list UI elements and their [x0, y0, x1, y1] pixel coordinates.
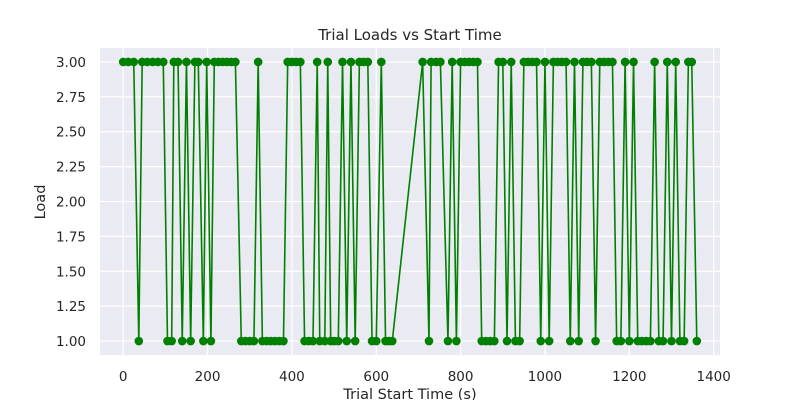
- data-point: [662, 57, 672, 67]
- data-point: [646, 336, 655, 346]
- data-point: [377, 57, 386, 67]
- data-point: [490, 336, 499, 346]
- x-tick-label: 0: [119, 369, 128, 385]
- data-point: [671, 57, 681, 67]
- y-tick-label: 1.25: [56, 299, 86, 315]
- data-point: [447, 57, 457, 67]
- data-point: [193, 57, 203, 67]
- series-layer: [118, 57, 702, 346]
- data-point: [616, 336, 626, 346]
- data-point: [134, 336, 144, 346]
- data-point: [561, 57, 571, 67]
- data-point: [333, 336, 343, 346]
- data-point: [320, 336, 330, 346]
- data-point: [177, 336, 187, 346]
- data-point: [346, 57, 356, 67]
- data-point: [167, 336, 177, 346]
- data-point: [591, 336, 600, 346]
- data-point: [502, 336, 512, 346]
- data-point: [231, 57, 240, 67]
- data-point: [650, 57, 659, 67]
- data-point: [692, 336, 702, 346]
- data-point: [515, 336, 524, 346]
- data-point: [506, 57, 516, 67]
- data-point: [158, 57, 168, 67]
- data-point: [199, 336, 208, 346]
- data-point: [363, 57, 373, 67]
- data-point: [658, 336, 668, 346]
- data-point: [443, 336, 453, 346]
- x-tick-label: 400: [279, 369, 305, 385]
- y-tick-label: 2.75: [56, 90, 86, 106]
- chart-title: Trial Loads vs Start Time: [317, 26, 502, 44]
- y-tick-label: 2.50: [56, 125, 86, 141]
- data-point: [565, 336, 575, 346]
- x-tick-label: 1200: [612, 369, 646, 385]
- data-point: [202, 57, 212, 67]
- data-point: [296, 57, 305, 67]
- y-tick-label: 2.25: [56, 160, 86, 176]
- data-point: [532, 57, 541, 67]
- x-axis-label: Trial Start Time (s): [342, 387, 476, 400]
- y-tick-label: 3.00: [56, 55, 86, 71]
- data-point: [173, 57, 183, 67]
- x-tick-label: 1400: [696, 369, 730, 385]
- data-point: [625, 336, 634, 346]
- data-point: [342, 336, 352, 346]
- data-point: [249, 336, 259, 346]
- x-axis-ticks: 0 200 400 600 800 1000 1200 1400: [119, 369, 731, 385]
- data-point: [424, 336, 434, 346]
- data-point: [544, 336, 554, 346]
- data-point: [667, 336, 676, 346]
- data-point: [620, 57, 630, 67]
- data-point: [350, 336, 360, 346]
- data-point: [629, 57, 638, 67]
- y-axis-label: Load: [33, 185, 49, 220]
- data-point: [679, 336, 689, 346]
- data-point: [308, 336, 318, 346]
- data-point: [279, 336, 288, 346]
- x-tick-label: 800: [448, 369, 474, 385]
- data-point: [452, 336, 461, 346]
- y-tick-label: 1.00: [56, 334, 86, 350]
- x-tick-label: 600: [363, 369, 389, 385]
- data-point: [473, 57, 482, 67]
- y-tick-label: 2.00: [56, 195, 86, 211]
- data-point: [570, 57, 579, 67]
- data-point: [323, 57, 333, 67]
- data-point: [253, 57, 263, 67]
- y-tick-label: 1.75: [56, 229, 86, 245]
- data-point: [436, 57, 445, 67]
- data-point: [182, 57, 191, 67]
- data-point: [498, 57, 508, 67]
- data-point: [536, 336, 546, 346]
- x-tick-label: 1000: [528, 369, 562, 385]
- data-point: [608, 57, 617, 67]
- data-point: [129, 57, 139, 67]
- data-point: [587, 57, 596, 67]
- data-point: [418, 57, 427, 67]
- data-point: [338, 57, 347, 67]
- data-point: [687, 57, 697, 67]
- data-point: [312, 57, 322, 67]
- data-point: [387, 336, 397, 346]
- data-point: [574, 336, 584, 346]
- data-point: [540, 57, 550, 67]
- data-point: [371, 336, 381, 346]
- x-tick-label: 200: [195, 369, 221, 385]
- y-axis-ticks: 1.00 1.25 1.50 1.75 2.00 2.25 2.50 2.75 3.00: [56, 55, 86, 350]
- data-point: [206, 336, 216, 346]
- y-tick-label: 1.50: [56, 264, 86, 280]
- data-point: [186, 336, 195, 346]
